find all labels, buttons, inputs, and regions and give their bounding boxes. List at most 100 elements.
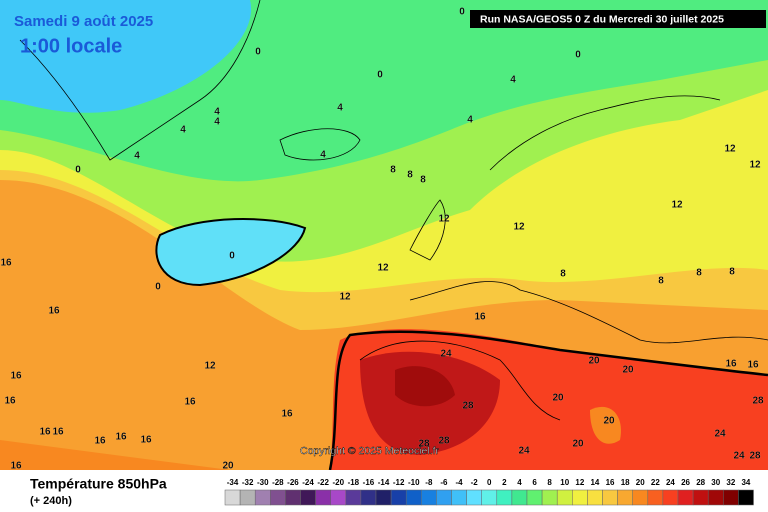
level-swatch [436,489,452,506]
contour-label: 8 [407,170,413,181]
level-label: -18 [348,478,360,487]
level-label: 26 [681,478,690,487]
level-swatch [723,489,739,506]
contour-label: 28 [418,439,430,450]
coast-europe [409,281,768,344]
level-swatch [224,489,241,506]
level-label: 10 [560,478,569,487]
contour-label: 8 [560,269,566,280]
level-label: 6 [532,478,537,487]
forecast-lead: (+ 240h) [30,495,72,507]
valid-time: 1:00 locale [20,35,122,57]
contour-label: 28 [752,396,764,407]
contour-label: 16 [747,360,759,371]
level-swatch [481,489,498,506]
level-label: -16 [363,478,375,487]
coast-scandinavia [489,95,721,171]
contour-label: 28 [438,436,450,447]
level-swatch [511,489,528,506]
contour-label: 16 [115,432,127,443]
level-swatch [541,489,558,506]
level-swatch [572,489,588,506]
contour-label: 4 [467,115,473,126]
contour-label: 12 [204,361,216,372]
contour-label: 0 [459,7,465,18]
contour-label: 0 [575,50,581,61]
contour-label: 20 [552,393,564,404]
contour-label: 16 [94,436,106,447]
level-label: -24 [302,478,314,487]
contour-label: 24 [714,429,726,440]
contour-label: 20 [603,416,615,427]
level-label: 2 [502,478,507,487]
contour-label: 20 [622,365,634,376]
level-label: -6 [440,478,448,487]
level-label: -22 [317,478,329,487]
level-label: -28 [272,478,284,487]
level-label: -12 [393,478,405,487]
contour-label: 16 [0,258,12,269]
level-swatch [556,489,573,506]
contour-label: 24 [518,446,530,457]
level-swatch [496,489,513,506]
coast-greenland [19,0,261,161]
level-label: 0 [487,478,492,487]
level-swatch [632,489,649,506]
level-label: -26 [287,478,299,487]
contour-label: 20 [222,461,234,472]
level-swatch [677,489,694,506]
contour-label: 0 [75,165,81,176]
valid-date: Samedi 9 août 2025 [14,13,153,30]
level-label: 4 [517,478,522,487]
level-label: 18 [621,478,630,487]
contour-label: 16 [52,427,64,438]
contour-label: 12 [671,200,683,211]
map-fields [0,0,768,470]
level-label: 16 [606,478,615,487]
contour-label: 28 [749,451,761,462]
level-label: -32 [242,478,254,487]
contour-label: 12 [749,160,761,171]
level-swatch [330,489,347,506]
level-label: 12 [575,478,584,487]
contour-label: 16 [281,409,293,420]
coast-britain [409,199,446,261]
level-label: -20 [332,478,344,487]
contour-label: 4 [510,75,516,86]
level-label: 34 [741,478,750,487]
field-cold [0,0,252,113]
level-label: -10 [408,478,420,487]
level-label: 8 [547,478,552,487]
contour-label: 16 [48,306,60,317]
contour-label: 16 [10,371,22,382]
level-swatch [526,489,543,506]
colorbar: -34 -32 -30 -28 -26 -24 -22 -20 -18 -16 -14 -12 -10-… [224,478,754,506]
contour-24 [328,330,768,471]
coastlines [19,0,768,421]
level-swatch [707,489,724,506]
contour-label: 12 [724,144,736,155]
contour-label: 8 [658,276,664,287]
contour-label: 8 [390,165,396,176]
contour-label: 16 [184,397,196,408]
level-label: -4 [455,478,463,487]
contour-label: 4 [214,107,220,118]
level-swatch [270,489,286,506]
contour-label: 8 [729,267,735,278]
contour-label: 12 [513,222,525,233]
level-label: 28 [696,478,705,487]
contour-label: 4 [134,151,140,162]
contour-label: 8 [420,175,426,186]
contour-label: 24 [733,451,745,462]
level-label: 24 [666,478,675,487]
field-cold-atlantic [155,217,307,287]
level-swatch [466,489,482,506]
contour-label: 24 [440,349,452,360]
level-swatch [587,489,603,506]
level-swatch [360,489,377,506]
level-swatch [375,489,392,506]
level-label: 32 [726,478,735,487]
contour-label: 20 [588,356,600,367]
level-label: -34 [227,478,239,487]
